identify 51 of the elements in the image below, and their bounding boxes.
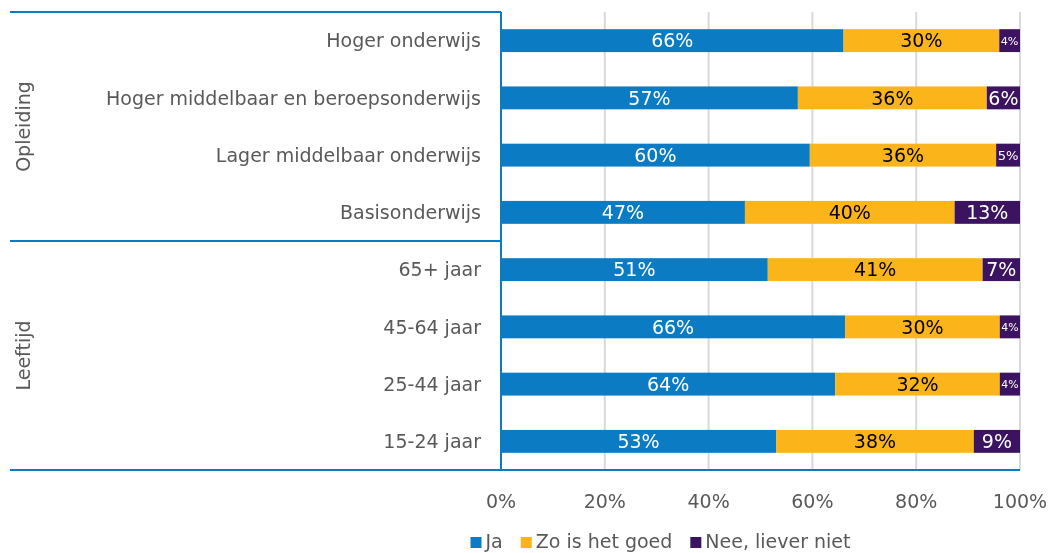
text: Leeftijd (12, 320, 34, 391)
data-label: 36% (881, 143, 925, 166)
data-label: 4% (1000, 34, 1019, 48)
bar (835, 372, 1000, 396)
y-tick-label: Hoger middelbaar en beroepsonderwijs (106, 86, 481, 109)
data-label: 66% (651, 29, 694, 52)
bar (744, 200, 955, 224)
data-label: 32% (896, 372, 939, 395)
data-label: 51% (613, 258, 656, 281)
data-label: 57% (628, 86, 671, 109)
data-label: 60% (634, 143, 677, 166)
data-label: 40% (828, 201, 871, 224)
y-tick-label: 15-24 jaar (383, 430, 482, 453)
y-tick-label: 45-64 jaar (383, 315, 482, 338)
data-label: 13% (966, 201, 1009, 224)
data-label: 66% (651, 315, 695, 338)
data-label: 4% (1001, 320, 1019, 334)
x-tick-label: 0% (485, 490, 517, 512)
data-label: 7% (986, 258, 1017, 281)
data-label: 47% (601, 201, 645, 224)
legend-label: Nee, liever niet (705, 530, 851, 552)
legend-label: Ja (484, 530, 503, 552)
y-tick-label: Lager middelbaar onderwijs (215, 143, 481, 166)
x-tick-label: 80% (895, 490, 938, 512)
data-label: 53% (617, 430, 660, 453)
data-label: 41% (854, 258, 897, 281)
x-tick-label: 100% (992, 490, 1048, 512)
data-label: 4% (1001, 377, 1019, 391)
data-label: 36% (871, 86, 914, 109)
y-tick-label: 65+ jaar (398, 258, 482, 281)
data-label: 5% (997, 147, 1019, 163)
legend-label: Zo is het goed (535, 530, 673, 552)
data-label: 30% (901, 315, 944, 338)
data-label: 30% (900, 29, 943, 52)
bar (767, 258, 983, 282)
y-tick-label: 25-44 jaar (383, 372, 482, 395)
y-tick-label: Basisonderwijs (340, 201, 481, 224)
data-label: 64% (647, 372, 690, 395)
y-tick-label: Hoger onderwijs (326, 29, 481, 52)
data-label: 6% (988, 86, 1019, 109)
bar (776, 429, 974, 453)
x-tick-label: 40% (687, 490, 730, 512)
bar (845, 315, 1000, 339)
bar (809, 143, 997, 167)
x-tick-label: 60% (791, 490, 834, 512)
bar (797, 86, 987, 110)
data-label: 38% (853, 430, 897, 453)
data-label: 9% (981, 430, 1012, 453)
text: Opleiding (12, 81, 34, 172)
x-tick-label: 20% (583, 490, 626, 512)
bar (843, 29, 1000, 53)
